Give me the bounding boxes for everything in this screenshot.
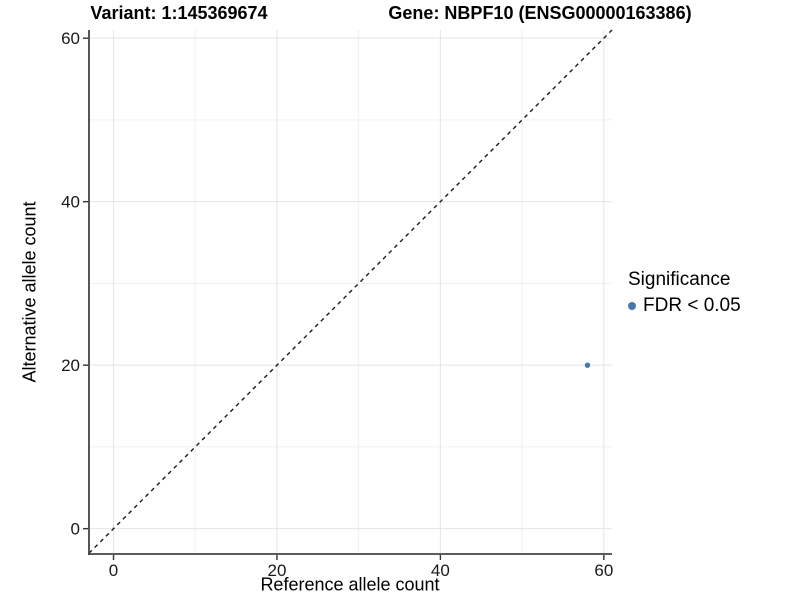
legend-title: Significance xyxy=(628,269,731,290)
legend-item: FDR < 0.05 xyxy=(628,295,741,317)
legend-point-icon xyxy=(628,302,636,310)
x-tick-label: 0 xyxy=(109,561,118,580)
y-tick-label: 60 xyxy=(61,29,80,48)
x-tick-label: 20 xyxy=(267,561,286,580)
x-tick-label: 60 xyxy=(594,561,613,580)
y-tick-label: 0 xyxy=(71,520,80,539)
plot-title-gene: Gene: NBPF10 (ENSG00000163386) xyxy=(388,3,692,23)
y-tick-label: 20 xyxy=(61,356,80,375)
plot-title-variant: Variant: 1:145369674 xyxy=(90,3,268,23)
x-tick-label: 40 xyxy=(431,561,450,580)
y-tick-label: 40 xyxy=(61,193,80,212)
y-axis-title: Alternative allele count xyxy=(19,201,40,383)
data-point xyxy=(584,362,591,368)
identity-line xyxy=(88,29,613,554)
legend-item-label: FDR < 0.05 xyxy=(643,295,741,316)
x-axis-title: Reference allele count xyxy=(260,574,440,595)
legend: Significance FDR < 0.05 xyxy=(628,269,741,317)
